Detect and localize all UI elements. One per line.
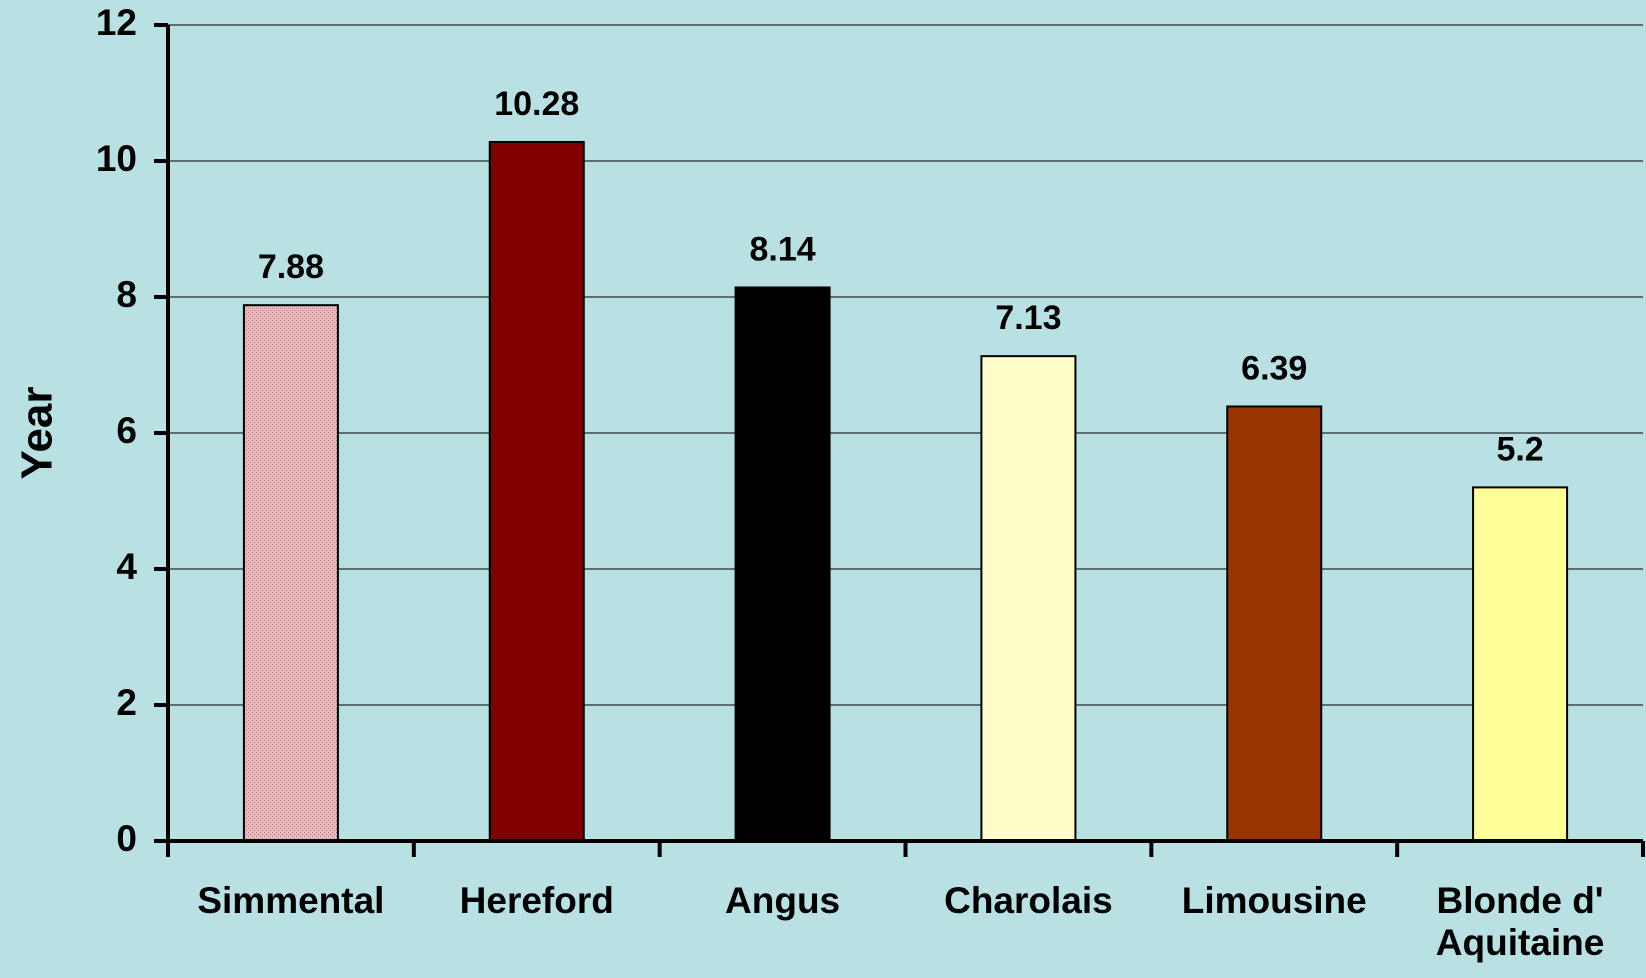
y-axis-label: Year [13, 387, 62, 480]
data-label: 10.28 [494, 85, 579, 123]
y-tick-label: 12 [96, 2, 137, 43]
x-tick-label: Angus [725, 880, 841, 921]
x-tick-label: Blonde d' Aquitaine [1435, 880, 1605, 963]
data-label: 8.14 [749, 230, 815, 268]
x-tick-label: Charolais [944, 880, 1113, 921]
data-label: 6.39 [1241, 349, 1307, 387]
x-tick-label: Hereford [459, 880, 614, 921]
bar [1472, 486, 1569, 842]
y-tick-label: 8 [116, 274, 137, 315]
x-tick-label: Limousine [1181, 880, 1367, 921]
bar [488, 140, 585, 842]
y-tick-label: 0 [116, 818, 137, 859]
x-tick-label: Simmental [197, 880, 385, 921]
data-label: 5.2 [1496, 430, 1543, 468]
y-tick-label: 4 [116, 546, 137, 587]
y-tick-label: 10 [96, 138, 137, 179]
y-tick-label: 2 [116, 682, 137, 723]
bar [242, 304, 339, 843]
bar [734, 286, 831, 843]
data-label: 7.88 [258, 248, 324, 286]
bar [980, 355, 1077, 842]
bar [1226, 405, 1323, 842]
y-tick-label: 6 [116, 410, 137, 451]
data-label: 7.13 [995, 299, 1061, 337]
